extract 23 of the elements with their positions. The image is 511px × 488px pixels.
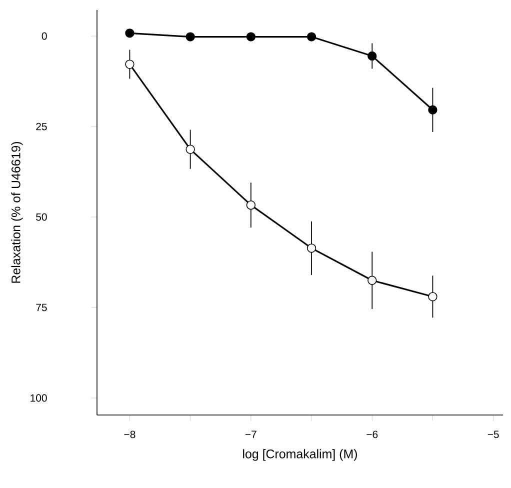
y-tick-label: 100 — [30, 394, 47, 402]
point — [125, 60, 134, 69]
point — [246, 32, 256, 42]
y-tick-label: 0 — [42, 32, 47, 40]
point — [368, 51, 377, 61]
y-tick-label: 50 — [36, 213, 47, 221]
x-tick-label: −5 — [488, 430, 499, 438]
point — [306, 32, 316, 42]
y-axis-title: Relaxation (% of U46619) — [11, 142, 23, 283]
point — [428, 292, 438, 302]
point — [125, 28, 134, 38]
point — [186, 32, 195, 42]
y-tick-label: 75 — [36, 304, 47, 312]
point — [246, 200, 256, 210]
x-tick-label: −8 — [124, 430, 136, 438]
point — [368, 276, 377, 285]
point — [186, 144, 195, 154]
point — [428, 105, 438, 114]
x-tick-label: −6 — [366, 430, 378, 438]
x-tick-label: −7 — [245, 430, 256, 438]
y-tick-label: 25 — [36, 122, 47, 130]
x-axis-title: log [Cromakalim] (M) — [243, 449, 357, 461]
point — [306, 244, 316, 253]
